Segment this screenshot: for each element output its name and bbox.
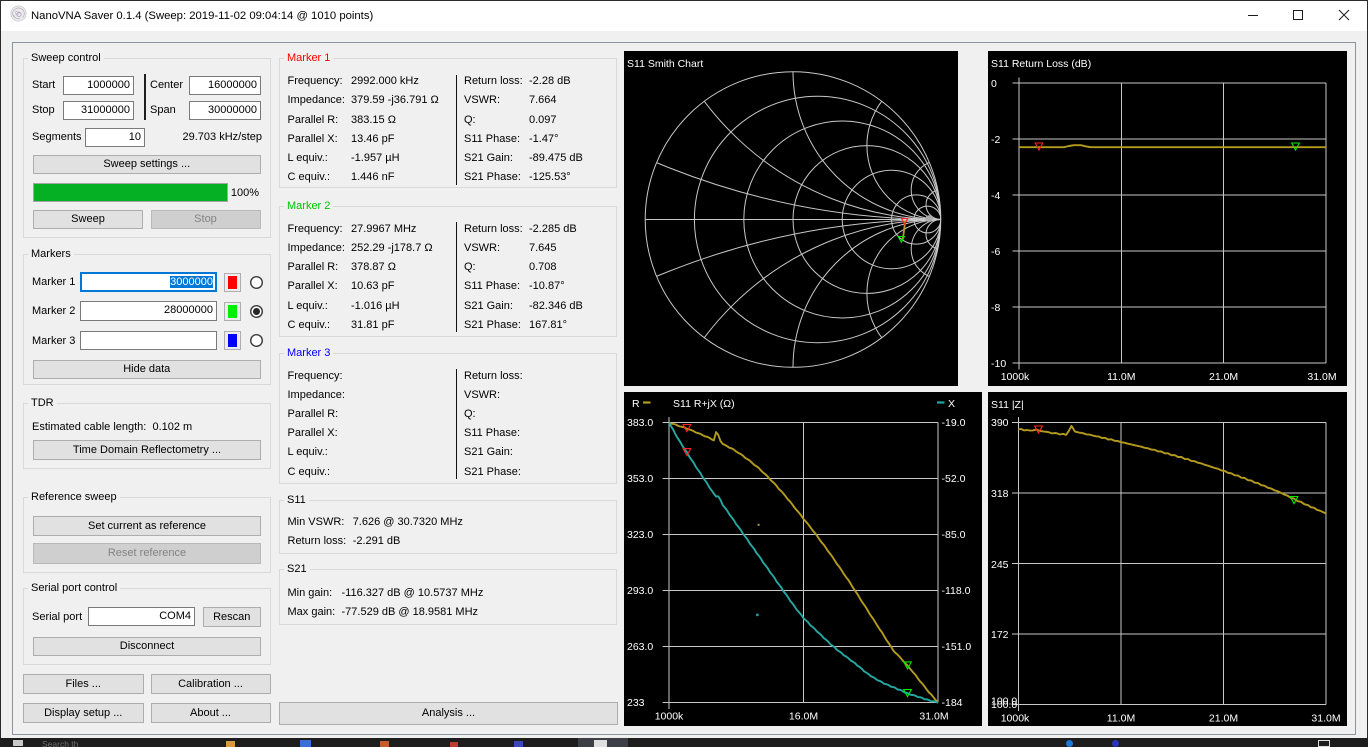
svg-text:21.0M: 21.0M xyxy=(1209,713,1238,725)
svg-text:21.0M: 21.0M xyxy=(1209,371,1238,383)
svg-text:-6: -6 xyxy=(991,246,1000,258)
svg-text:100.0: 100.0 xyxy=(991,699,1017,711)
svg-text:S11 Smith Chart: S11 Smith Chart xyxy=(627,58,703,70)
svg-text:31.0M: 31.0M xyxy=(919,711,948,723)
svg-text:-118.0: -118.0 xyxy=(942,585,971,597)
svg-text:-85.0: -85.0 xyxy=(942,529,966,541)
svg-text:31.0M: 31.0M xyxy=(1311,713,1340,725)
svg-text:390: 390 xyxy=(991,417,1009,429)
svg-text:323.0: 323.0 xyxy=(627,529,653,541)
svg-text:1000k: 1000k xyxy=(1001,371,1030,383)
svg-text:-10: -10 xyxy=(991,358,1006,370)
svg-text:383.0: 383.0 xyxy=(627,417,653,429)
svg-text:X: X xyxy=(948,398,955,410)
svg-text:-4: -4 xyxy=(991,190,1000,202)
svg-text:-8: -8 xyxy=(991,302,1000,314)
svg-text:-151.0: -151.0 xyxy=(942,641,972,653)
svg-text:R: R xyxy=(632,398,640,410)
svg-text:172: 172 xyxy=(991,629,1009,641)
svg-text:11.0M: 11.0M xyxy=(1107,713,1135,725)
svg-text:16.0M: 16.0M xyxy=(789,711,818,723)
svg-text:100.0: 100.0 xyxy=(991,696,1017,708)
svg-text:-184: -184 xyxy=(942,697,963,709)
svg-text:293.0: 293.0 xyxy=(627,585,653,597)
svg-text:233: 233 xyxy=(627,697,645,709)
svg-text:0: 0 xyxy=(991,78,997,90)
svg-text:245: 245 xyxy=(991,559,1009,571)
svg-text:263.0: 263.0 xyxy=(627,641,653,653)
svg-text:-19.0: -19.0 xyxy=(942,417,966,429)
svg-text:-2: -2 xyxy=(991,134,1000,146)
svg-text:11.0M: 11.0M xyxy=(1107,371,1135,383)
svg-text:S11 |Z|: S11 |Z| xyxy=(991,399,1024,411)
svg-text:353.0: 353.0 xyxy=(627,473,653,485)
svg-text:1000k: 1000k xyxy=(1001,713,1030,725)
svg-text:S11 Return Loss (dB): S11 Return Loss (dB) xyxy=(991,58,1091,70)
svg-text:318: 318 xyxy=(991,488,1009,500)
svg-text:-52.0: -52.0 xyxy=(942,473,966,485)
svg-text:S11 R+jX (Ω): S11 R+jX (Ω) xyxy=(673,398,735,410)
svg-text:31.0M: 31.0M xyxy=(1307,371,1336,383)
svg-text:1000k: 1000k xyxy=(655,711,684,723)
